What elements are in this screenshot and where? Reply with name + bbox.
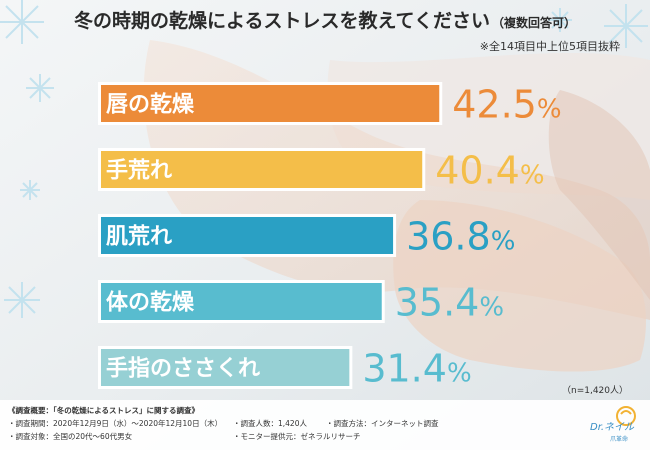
value-label: 35.4%	[395, 281, 504, 325]
svg-text:爪革命: 爪革命	[610, 435, 628, 443]
svg-text:ネイル: ネイル	[604, 421, 635, 433]
category-label: 体の乾燥	[106, 290, 195, 316]
footer-target: ・調査対象：全国の20代〜60代男女	[8, 432, 133, 441]
value-label: 40.4%	[435, 149, 544, 193]
bar	[101, 151, 423, 188]
chart-title-main: 冬の時期の乾燥によるストレスを教えてください	[74, 10, 490, 32]
chart-title-suffix: （複数回答可）	[491, 16, 576, 30]
bar	[101, 85, 440, 122]
category-label: 唇の乾燥	[106, 92, 195, 118]
bar	[101, 217, 394, 254]
bar	[101, 349, 350, 386]
snowflake-icon	[0, 0, 648, 318]
survey-footer: 《調査概要：「冬の乾燥によるストレス」に関する調査》 ・調査期間：2020年12…	[8, 404, 568, 443]
value-label: 31.4%	[362, 347, 471, 391]
category-label: 手荒れ	[106, 159, 172, 184]
value-label: 42.5%	[452, 83, 561, 127]
footer-method: ・調査方法：インターネット調査	[326, 419, 439, 428]
chart-title: 冬の時期の乾燥によるストレスを教えてください （複数回答可）	[0, 6, 650, 33]
category-label: 手指のささくれ	[106, 357, 260, 382]
brand-logo: Dr. ネイル 爪革命	[590, 406, 636, 443]
category-label: 肌荒れ	[106, 225, 172, 250]
footer-period: ・調査期間：2020年12月9日（水）〜2020年12月10日（木）	[8, 419, 223, 428]
svg-text:Dr.: Dr.	[590, 422, 604, 433]
footer-provider: ・モニター提供元：ゼネラルリサーチ	[233, 432, 361, 441]
bar	[101, 283, 382, 320]
footer-count: ・調査人数：1,420人	[233, 419, 307, 428]
sample-size-note: （n=1,420人）	[561, 386, 628, 396]
value-label: 36.8%	[406, 215, 515, 259]
top-note: ※全14項目中上位5項目抜粋	[479, 40, 620, 53]
footer-heading: 《調査概要：「冬の乾燥によるストレス」に関する調査》	[8, 406, 200, 415]
